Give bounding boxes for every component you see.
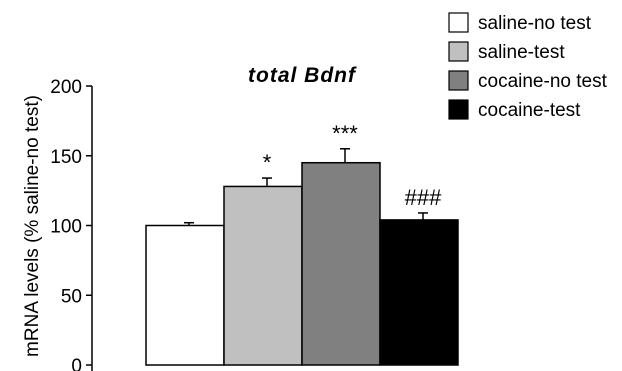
y-tick-label: 0 [71,356,82,371]
significance-label-3: *** [332,121,358,146]
legend-swatch-4 [448,99,469,120]
y-tick-label: 100 [50,217,82,238]
legend-label-2: saline-test [478,42,565,63]
bar-4 [379,219,459,366]
bar-2 [223,185,303,366]
legend-label-1: saline-no test [478,13,592,34]
significance-label-4: ### [405,185,442,210]
y-tick-label: 150 [50,147,82,168]
legend-swatch-3 [448,70,469,91]
legend-swatch-1 [448,12,469,33]
legend-label-3: cocaine-no test [478,71,608,92]
bars: ****### [145,121,459,366]
legend-label-4: cocaine-test [478,100,581,121]
legend-swatch-2 [448,41,469,62]
significance-label-2: * [263,150,272,175]
bar-1 [145,224,225,366]
chart-title: total Bdnf [248,64,357,87]
legend: saline-no test saline-test cocaine-no test… [448,12,608,121]
y-axis-ticks: 0 50 100 150 200 [50,77,92,371]
bar-3 [301,161,381,366]
y-axis-label: mRNA levels (% saline-no test) [22,95,43,357]
y-tick-label: 200 [50,77,82,98]
y-tick-label: 50 [61,286,82,307]
